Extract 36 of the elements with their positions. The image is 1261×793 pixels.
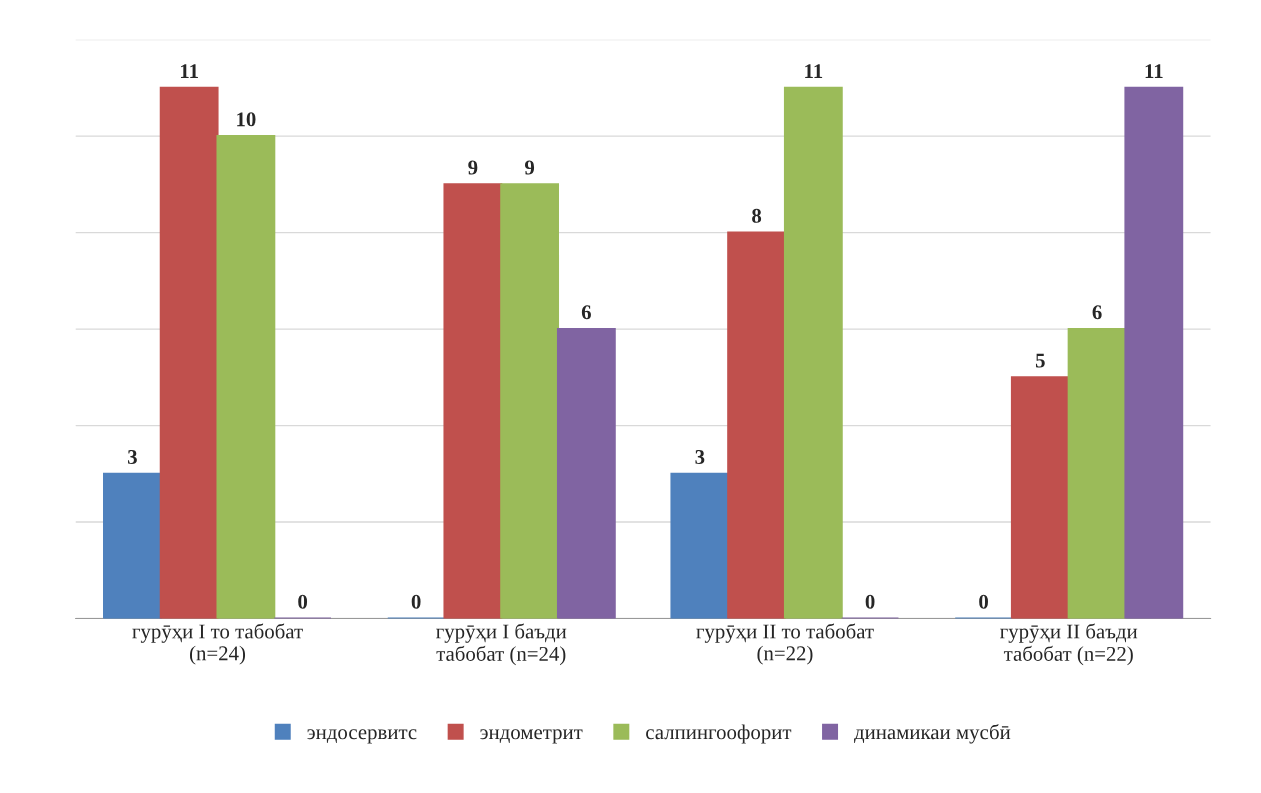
legend-label: эндосервитс (307, 729, 417, 744)
data-label: 0 (865, 594, 875, 609)
x-tick-label: гурӯҳи II баъди табобат (n=22) (1000, 623, 1138, 666)
bar (443, 183, 503, 619)
data-label: 3 (127, 450, 137, 465)
data-label: 9 (524, 160, 535, 175)
data-label: 0 (411, 594, 421, 609)
bar (500, 183, 560, 619)
data-label: 9 (468, 160, 478, 175)
bar (216, 135, 276, 619)
data-label: 6 (1092, 305, 1102, 320)
bar (727, 231, 787, 619)
bar (1124, 86, 1184, 619)
legend-label: салпингоофорит (646, 724, 792, 744)
bar (670, 472, 730, 619)
data-label: 10 (237, 112, 256, 127)
data-label: 11 (805, 64, 823, 78)
bar (783, 86, 843, 619)
data-label: 3 (695, 450, 705, 465)
data-label: 6 (581, 305, 591, 320)
data-label: 0 (979, 594, 988, 609)
x-tick-label: гурӯҳи I то табобат (n=24) (132, 623, 303, 665)
bar (102, 472, 162, 619)
x-tick-label: гурӯҳи II то табобат (n=22) (696, 623, 874, 665)
legend-label: динамикаи мусбӣ (854, 724, 1011, 744)
data-label: 5 (1035, 353, 1045, 368)
bar (556, 328, 616, 619)
bar (1010, 376, 1070, 619)
data-label: 0 (298, 594, 308, 609)
data-label: 8 (752, 208, 762, 223)
bar (1067, 328, 1127, 619)
bar (159, 86, 219, 619)
legend-label: эндометрит (480, 729, 583, 744)
x-tick-label: гурӯҳи I баъди табобат (n=24) (436, 623, 567, 666)
data-label: 11 (180, 64, 198, 78)
data-label: 11 (1145, 64, 1163, 78)
